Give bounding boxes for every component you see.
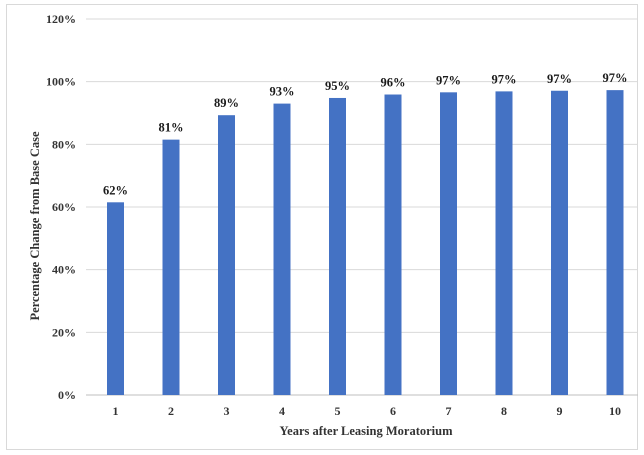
x-axis-title: Years after Leasing Moratorium [280, 424, 454, 438]
y-tick-label: 20% [52, 325, 76, 339]
bar [495, 91, 513, 395]
x-tick-label: 8 [501, 404, 507, 418]
bar [329, 97, 346, 396]
bars [107, 90, 624, 396]
y-tick-label: 60% [52, 200, 76, 214]
data-label: 97% [436, 73, 461, 87]
y-tick-label: 120% [46, 12, 76, 26]
x-tick-label: 3 [224, 404, 230, 418]
x-tick-label: 10 [609, 404, 621, 418]
data-labels: 62% 81% 89% 93% 95% 96% 97% 97% 97% 97% [103, 71, 628, 197]
bar [384, 94, 402, 395]
data-label: 97% [547, 72, 572, 86]
x-tick-label: 2 [168, 404, 174, 418]
data-label: 62% [103, 183, 128, 197]
data-label: 93% [270, 85, 295, 99]
bar [606, 90, 624, 396]
data-label: 96% [381, 76, 406, 90]
x-tick-label: 4 [279, 404, 285, 418]
x-tick-label: 6 [390, 404, 396, 418]
bar [162, 139, 180, 395]
y-tick-label: 80% [52, 137, 76, 151]
x-tick-label: 5 [335, 404, 341, 418]
y-tick-label: 100% [46, 75, 76, 89]
bar [551, 90, 568, 396]
y-tick-labels: 0% 20% 40% 60% 80% 100% 120% [46, 12, 76, 402]
data-label: 81% [159, 121, 184, 135]
y-axis-title: Percentage Change from Base Case [28, 131, 42, 321]
bar [218, 115, 235, 396]
x-tick-label: 9 [557, 404, 563, 418]
x-tick-labels: 1 2 3 4 5 6 7 8 9 10 [113, 404, 622, 418]
data-label: 95% [325, 79, 350, 93]
bar [107, 202, 124, 395]
x-tick-label: 7 [446, 404, 452, 418]
bar [273, 103, 291, 395]
x-tick-label: 1 [113, 404, 119, 418]
y-tick-label: 0% [58, 388, 76, 402]
y-tick-label: 40% [52, 263, 76, 277]
data-label: 89% [214, 96, 239, 110]
data-label: 97% [492, 72, 517, 86]
data-label: 97% [603, 71, 628, 85]
bar [440, 92, 457, 395]
